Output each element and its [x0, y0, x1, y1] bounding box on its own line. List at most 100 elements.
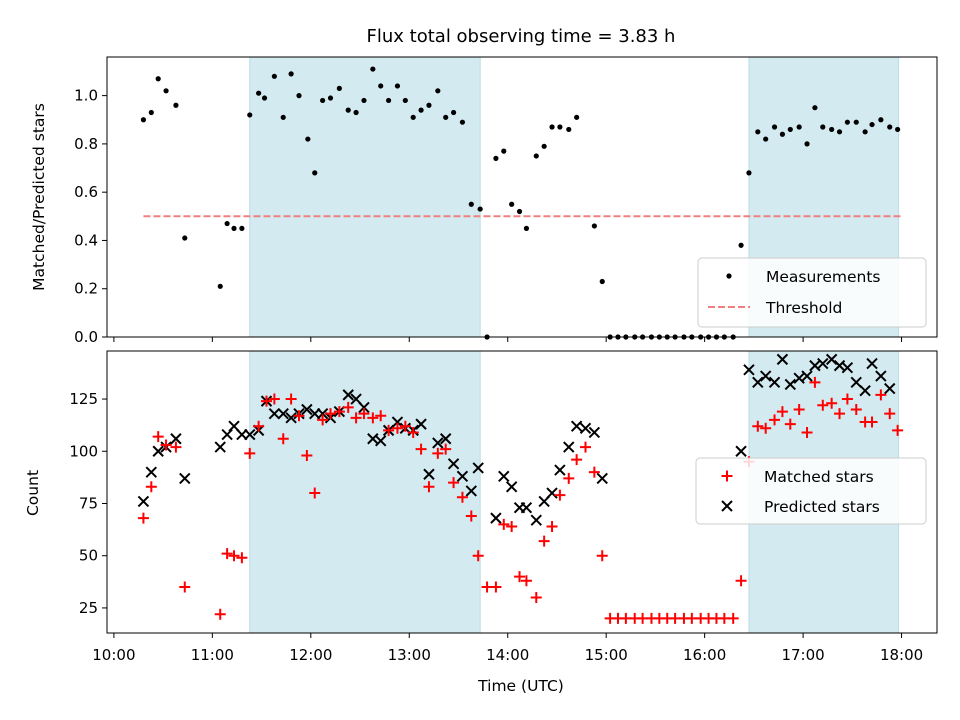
bottom-ytick-label: 50 — [79, 547, 98, 565]
measurement-point — [574, 114, 580, 120]
measurement-point — [516, 208, 523, 215]
matched-star-point — [530, 591, 542, 603]
top-legend-box — [697, 257, 927, 328]
measurement-point — [591, 223, 597, 229]
measurement-point — [312, 170, 318, 176]
measurement-point — [787, 126, 793, 133]
measurement-point — [410, 114, 416, 120]
legend-predicted-label: Predicted stars — [764, 498, 880, 516]
predicted-star-point — [179, 472, 191, 485]
measurement-point — [459, 119, 466, 125]
matched-star-point — [793, 403, 805, 415]
measurement-point — [345, 107, 351, 113]
predicted-star-point — [817, 357, 829, 370]
top-ytick-label: 0.4 — [74, 231, 98, 249]
matched-star-point — [228, 550, 240, 562]
x-tick-label: 10:00 — [92, 646, 135, 664]
predicted-star-point — [285, 412, 297, 424]
measurement-point — [477, 206, 483, 212]
predicted-star-point — [596, 472, 608, 485]
predicted-star-point — [432, 437, 444, 449]
measurement-point — [402, 97, 408, 104]
measurement-point — [844, 119, 851, 125]
measurement-point — [493, 155, 499, 161]
matched-star-point — [884, 408, 896, 420]
predicted-star-point — [505, 481, 518, 493]
chart-title: Flux total observing time = 3.83 h — [367, 26, 676, 47]
measurement-point — [862, 129, 868, 135]
matched-star-point — [285, 393, 297, 405]
measurement-point — [163, 88, 169, 94]
predicted-star-point — [268, 407, 281, 420]
predicted-star-point — [776, 353, 789, 366]
measurement-point — [418, 107, 424, 113]
matched-star-point — [834, 408, 846, 420]
matched-star-point — [391, 422, 403, 434]
measurement-point — [557, 124, 563, 130]
measurement-point — [549, 124, 555, 130]
predicted-star-point — [342, 389, 354, 401]
measurement-point — [523, 225, 530, 231]
matched-star-point — [350, 412, 362, 424]
predicted-star-point — [301, 403, 313, 416]
matched-star-point — [179, 581, 191, 593]
measurement-point — [239, 225, 245, 231]
predicted-star-point — [588, 426, 601, 439]
matched-star-point — [268, 393, 280, 405]
predicted-star-point — [137, 495, 150, 508]
matched-star-point — [440, 443, 452, 455]
measurement-point — [869, 121, 875, 128]
matched-star-point — [301, 449, 313, 461]
matched-star-point — [465, 510, 477, 522]
predicted-star-point — [415, 418, 427, 430]
measurement-point — [853, 119, 859, 125]
predicted-star-point — [866, 357, 878, 370]
bottom-ytick-label: 100 — [69, 442, 98, 460]
predicted-star-point — [170, 433, 182, 445]
predicted-star-point — [841, 362, 854, 374]
predicted-star-point — [423, 468, 435, 480]
matched-star-point — [244, 447, 256, 459]
matched-star-point — [432, 447, 444, 459]
measurement-point — [336, 85, 342, 91]
matched-star-point — [776, 406, 788, 418]
measurement-point — [468, 201, 474, 207]
measurement-point — [182, 235, 188, 241]
matched-star-point — [571, 454, 583, 466]
x-tick-label: 17:00 — [781, 646, 824, 664]
bottom-legend: Matched stars Predicted stars — [695, 457, 927, 525]
matched-star-point — [342, 401, 354, 413]
bottom-panel: 25 50 75 100 125 10:00 11:00 12:00 13:00 14:00 15:… — [69, 350, 938, 664]
x-tick-label: 13:00 — [388, 646, 431, 664]
predicted-star-point — [579, 422, 592, 434]
matched-star-point — [760, 422, 772, 434]
matched-star-point — [261, 395, 273, 407]
measurement-point — [231, 225, 237, 231]
x-tick-label: 11:00 — [191, 646, 234, 664]
matched-star-point — [448, 477, 460, 489]
matched-star-point — [277, 433, 289, 445]
matched-star-point — [769, 414, 781, 426]
predicted-star-point — [735, 445, 747, 457]
predicted-star-point — [520, 501, 533, 514]
matched-star-point — [841, 393, 853, 405]
matched-star-point — [866, 416, 878, 428]
x-axis-label: Time (UTC) — [477, 677, 564, 695]
predicted-star-point — [277, 407, 289, 420]
measurement-point — [370, 66, 376, 72]
predicted-star-point — [221, 428, 233, 441]
measurement-point — [566, 126, 572, 133]
measurement-point — [887, 124, 893, 130]
predicted-star-point — [530, 514, 542, 526]
x-tick-label: 12:00 — [289, 646, 332, 664]
matched-star-point — [563, 472, 575, 484]
measurement-point — [378, 83, 384, 89]
matched-star-point — [293, 410, 305, 422]
predicted-star-point — [884, 382, 896, 395]
bottom-shade-0 — [249, 350, 481, 634]
matched-star-point — [538, 535, 550, 547]
matched-star-point — [145, 481, 157, 493]
predicted-star-point — [743, 364, 755, 376]
matched-star-point — [596, 550, 608, 562]
legend-threshold-label: Threshold — [765, 299, 842, 317]
